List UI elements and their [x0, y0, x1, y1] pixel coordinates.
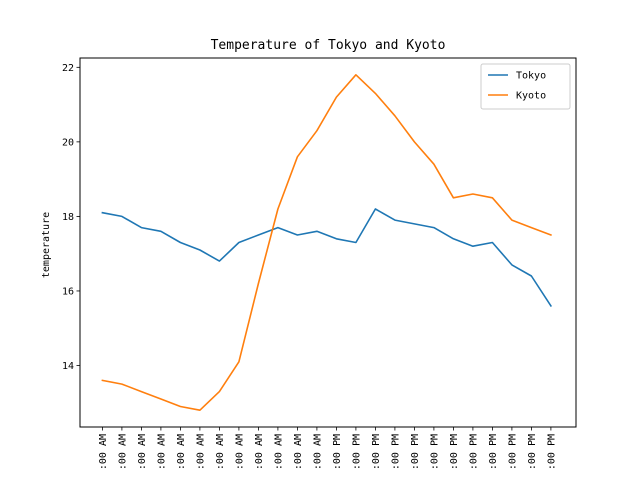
x-tick-label: :00 PM: [468, 434, 479, 470]
x-tick-label: :00 PM: [546, 434, 557, 470]
y-tick-label: 20: [62, 137, 74, 148]
x-tick-label: :00 AM: [215, 434, 226, 470]
series-layer: [101, 74, 553, 412]
x-tick-label: :00 AM: [254, 434, 265, 470]
series-line-tokyo: [101, 208, 553, 308]
x-tick-label: :00 PM: [371, 434, 382, 470]
x-tick-label: :00 AM: [137, 434, 148, 470]
y-axis: 14 16 18 20 22: [62, 63, 80, 372]
x-tick-label: :00 AM: [176, 434, 187, 470]
series-line-kyoto: [101, 74, 552, 412]
x-tick-label: :00 AM: [273, 434, 284, 470]
x-tick-label: :00 PM: [449, 434, 460, 470]
x-tick-label: :00 PM: [527, 434, 538, 470]
x-tick-label: :00 PM: [351, 434, 362, 470]
x-tick-label: :00 AM: [117, 434, 128, 470]
x-axis: :00 AM :00 AM :00 AM :00 AM :00 AM :00 AM :00 …: [98, 427, 557, 470]
y-tick-label: 14: [62, 361, 74, 372]
x-tick-label: :00 AM: [156, 434, 167, 470]
x-tick-label: :00 PM: [488, 434, 499, 470]
chart-title: Temperature of Tokyo and Kyoto: [211, 38, 446, 53]
x-tick-label: :00 PM: [410, 434, 421, 470]
legend-label-tokyo: Tokyo: [516, 71, 546, 82]
x-tick-label: :00 AM: [195, 434, 206, 470]
y-tick-label: 22: [62, 63, 74, 74]
y-axis-label: temperature: [41, 212, 52, 278]
legend-label-kyoto: Kyoto: [516, 91, 546, 102]
x-tick-label: :00 AM: [234, 434, 245, 470]
x-tick-label: :00 PM: [390, 434, 401, 470]
x-tick-label: :00 PM: [332, 434, 343, 470]
x-tick-label: :00 PM: [429, 434, 440, 470]
y-tick-label: 18: [62, 212, 74, 223]
axes-frame: [79, 57, 577, 428]
x-tick-label: :00 AM: [98, 434, 109, 470]
x-tick-label: :00 AM: [312, 434, 323, 470]
plot-area: [79, 57, 577, 428]
y-tick-label: 16: [62, 286, 74, 297]
x-tick-label: :00 PM: [507, 434, 518, 470]
legend: Tokyo Kyoto: [480, 63, 571, 110]
x-tick-label: :00 AM: [293, 434, 304, 470]
